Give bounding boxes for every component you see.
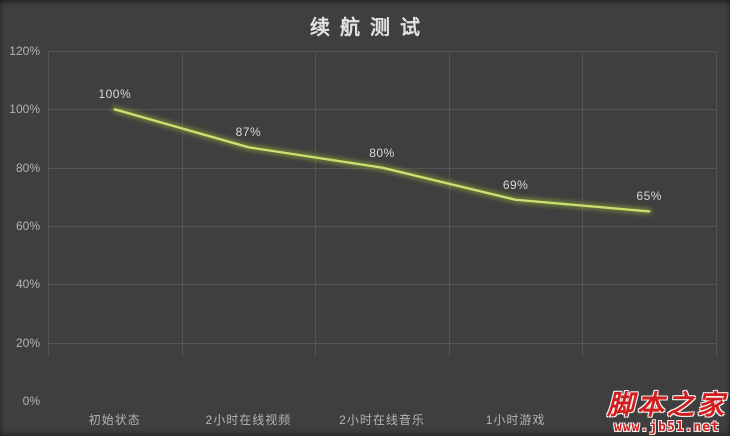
v-gridline bbox=[315, 51, 317, 357]
v-gridline bbox=[716, 51, 717, 357]
h-gridline bbox=[48, 284, 716, 286]
h-gridline bbox=[48, 51, 716, 52]
data-point-label: 65% bbox=[636, 189, 662, 204]
y-axis-tick-label: 40% bbox=[15, 277, 40, 292]
data-point-label: 100% bbox=[98, 87, 132, 102]
y-axis-tick-label: 80% bbox=[15, 160, 40, 175]
y-axis-tick-label: 60% bbox=[15, 219, 40, 233]
watermark-site-url: www.jb51.net bbox=[614, 420, 720, 435]
y-axis-tick-label: 120% bbox=[9, 44, 40, 58]
watermark-site-name: 脚本之家 bbox=[607, 390, 727, 420]
data-point-label: 87% bbox=[235, 125, 262, 140]
line-glow bbox=[111, 106, 653, 215]
x-axis-category-label: 1小时游戏 bbox=[485, 413, 546, 427]
y-axis-tick-label: 100% bbox=[9, 102, 40, 117]
v-gridline bbox=[448, 51, 450, 357]
h-gridline bbox=[48, 226, 716, 227]
data-point-label: 69% bbox=[502, 177, 529, 192]
line-core bbox=[113, 108, 651, 213]
v-gridline bbox=[181, 51, 183, 357]
x-axis-category-label: 2小时在线视频 bbox=[205, 413, 292, 427]
h-gridline bbox=[48, 342, 716, 344]
v-gridline bbox=[48, 51, 49, 357]
data-point-label: 80% bbox=[369, 145, 395, 160]
y-axis-tick-label: 0% bbox=[22, 394, 40, 408]
x-axis-category-label: 2小时在线音乐 bbox=[339, 413, 425, 427]
y-axis-tick-label: 20% bbox=[15, 335, 40, 350]
watermark: 脚本之家 www.jb51.net bbox=[607, 390, 727, 435]
chart-title: 续航测试 bbox=[310, 17, 430, 39]
x-axis-category-label: 初始状态 bbox=[88, 413, 141, 427]
h-gridline bbox=[48, 109, 716, 111]
